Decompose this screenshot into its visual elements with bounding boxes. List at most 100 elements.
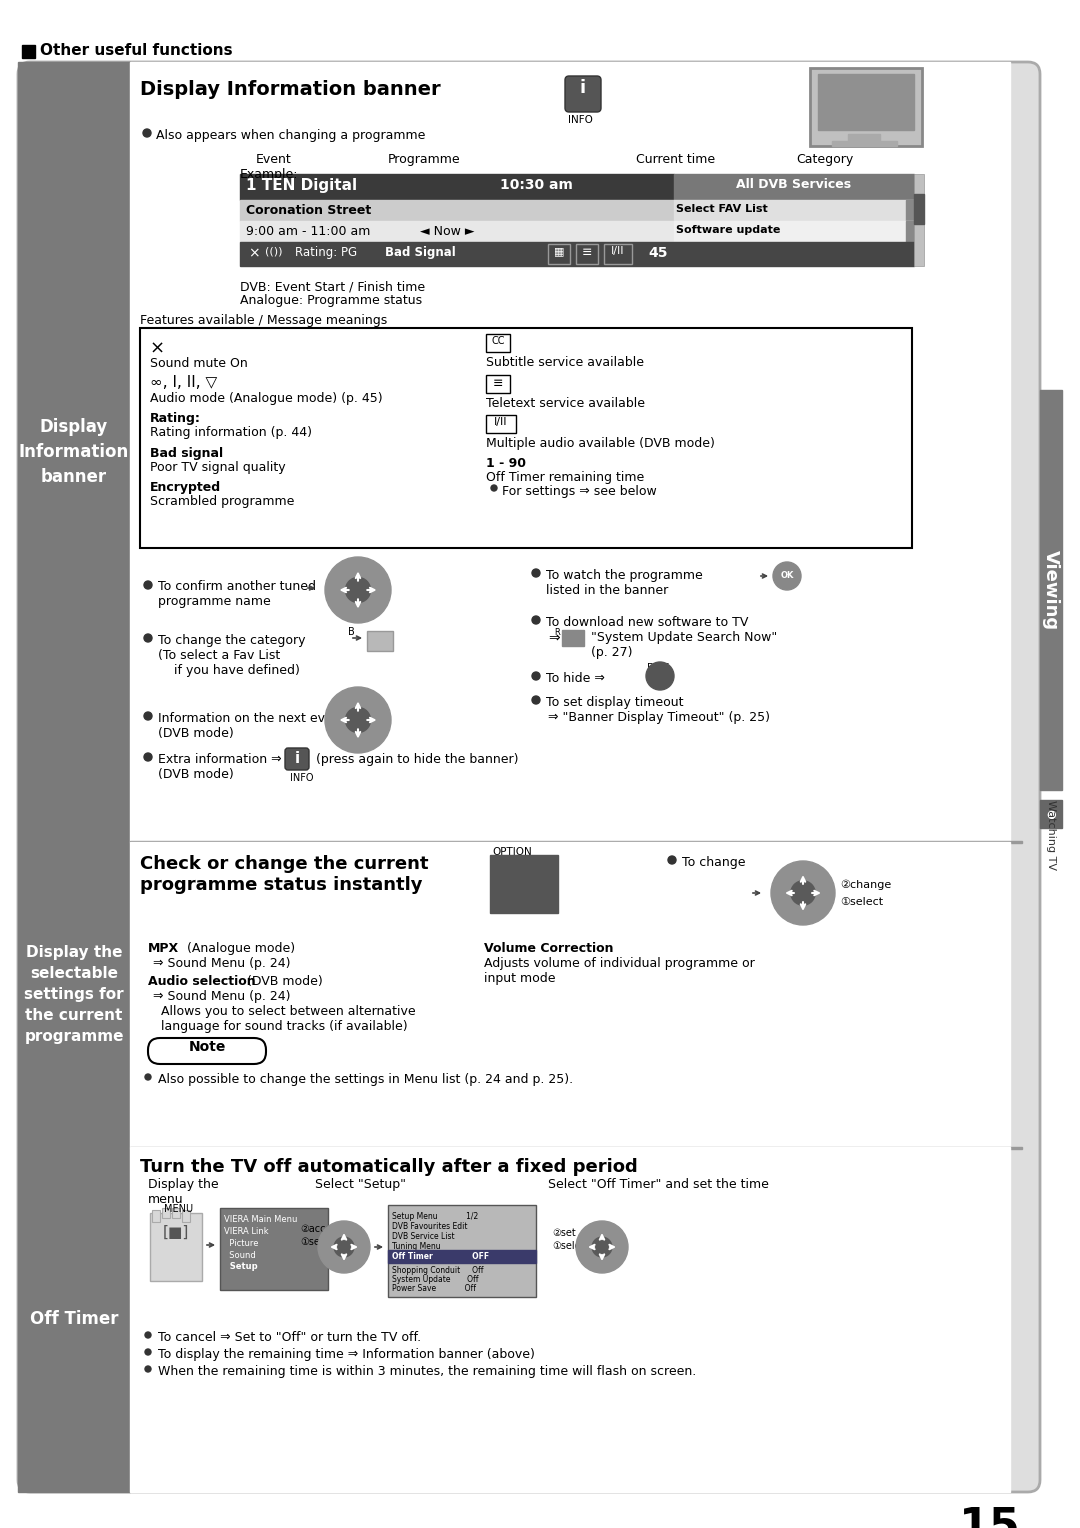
Text: Coronation Street: Coronation Street xyxy=(246,205,372,217)
Text: Picture: Picture xyxy=(224,1239,258,1248)
Text: (DVB mode): (DVB mode) xyxy=(243,975,323,989)
Bar xyxy=(183,1210,190,1222)
Text: MENU: MENU xyxy=(164,1204,193,1215)
Circle shape xyxy=(491,484,497,490)
Text: language for sound tracks (if available): language for sound tracks (if available) xyxy=(153,1021,407,1033)
Bar xyxy=(18,63,130,842)
Text: When the remaining time is within 3 minutes, the remaining time will flash on sc: When the remaining time is within 3 minu… xyxy=(158,1365,697,1378)
Bar xyxy=(818,73,914,130)
Text: MPX: MPX xyxy=(148,941,179,955)
Text: Audio selection: Audio selection xyxy=(148,975,256,989)
Circle shape xyxy=(144,753,152,761)
FancyBboxPatch shape xyxy=(148,1038,266,1063)
Text: Shopping Conduit     Off: Shopping Conduit Off xyxy=(392,1267,484,1274)
Text: Rating: PG: Rating: PG xyxy=(295,246,357,260)
Circle shape xyxy=(576,1221,627,1273)
Text: INFO: INFO xyxy=(291,773,313,782)
Text: ≡: ≡ xyxy=(582,246,592,260)
Text: (DVB mode): (DVB mode) xyxy=(158,769,233,781)
Text: Select FAV List: Select FAV List xyxy=(676,205,768,214)
Bar xyxy=(486,374,510,393)
Text: Teletext service available: Teletext service available xyxy=(486,397,645,410)
Text: Sound mute On: Sound mute On xyxy=(150,358,247,370)
Text: I/II: I/II xyxy=(495,417,508,426)
Text: DVB Favourites Edit: DVB Favourites Edit xyxy=(392,1222,468,1232)
Circle shape xyxy=(771,860,835,924)
Bar xyxy=(130,1148,1010,1491)
Text: programme status instantly: programme status instantly xyxy=(140,876,422,894)
Text: 15: 15 xyxy=(959,1505,1021,1528)
Text: ②set: ②set xyxy=(552,1229,576,1238)
Circle shape xyxy=(646,662,674,691)
Text: To set display timeout: To set display timeout xyxy=(546,695,684,709)
Circle shape xyxy=(145,1332,151,1339)
Circle shape xyxy=(334,1238,354,1258)
Text: ≡: ≡ xyxy=(492,377,503,390)
Text: Display the
menu: Display the menu xyxy=(148,1178,218,1206)
Text: To download new software to TV: To download new software to TV xyxy=(546,616,748,630)
Bar xyxy=(674,200,914,222)
Circle shape xyxy=(144,581,152,588)
Bar xyxy=(130,842,1010,1148)
Text: Bad signal: Bad signal xyxy=(150,448,224,460)
Text: 45: 45 xyxy=(648,246,667,260)
Bar xyxy=(810,69,922,147)
Text: (press again to hide the banner): (press again to hide the banner) xyxy=(312,753,518,766)
Text: Current time: Current time xyxy=(636,153,715,167)
Bar xyxy=(576,244,598,264)
Text: Encrypted: Encrypted xyxy=(150,481,221,494)
Text: (()): (()) xyxy=(265,246,283,257)
Text: Select "Setup": Select "Setup" xyxy=(315,1178,406,1190)
Circle shape xyxy=(144,712,152,720)
Text: ⇒ "Banner Display Timeout" (p. 25): ⇒ "Banner Display Timeout" (p. 25) xyxy=(548,711,770,724)
Text: 9:00 am - 11:00 am: 9:00 am - 11:00 am xyxy=(246,225,370,238)
Bar xyxy=(22,44,35,58)
Text: CC: CC xyxy=(491,336,504,345)
Circle shape xyxy=(145,1074,151,1080)
Text: ⇒: ⇒ xyxy=(548,631,559,645)
Circle shape xyxy=(145,1366,151,1372)
Text: Volume Correction: Volume Correction xyxy=(484,941,613,955)
Bar xyxy=(832,141,897,147)
Text: Off Timer remaining time: Off Timer remaining time xyxy=(486,471,645,484)
Bar xyxy=(240,200,674,222)
Bar xyxy=(130,63,1010,842)
Text: OK: OK xyxy=(781,571,794,581)
Text: Rating:: Rating: xyxy=(150,413,201,425)
Bar xyxy=(140,329,912,549)
Text: System Update       Off: System Update Off xyxy=(392,1274,478,1284)
Bar xyxy=(914,174,924,266)
Text: i: i xyxy=(295,750,299,766)
Text: Other useful functions: Other useful functions xyxy=(40,43,232,58)
Text: Adjusts volume of individual programme or: Adjusts volume of individual programme o… xyxy=(484,957,755,970)
Text: R: R xyxy=(546,628,561,637)
Bar xyxy=(220,1209,328,1290)
Bar xyxy=(562,630,584,646)
Text: Sound: Sound xyxy=(224,1251,256,1261)
Bar xyxy=(548,244,570,264)
Bar xyxy=(18,1148,130,1491)
Text: B: B xyxy=(348,626,354,637)
Text: Software update: Software update xyxy=(676,225,781,235)
Text: DVB: Event Start / Finish time: DVB: Event Start / Finish time xyxy=(240,280,426,293)
Text: Category: Category xyxy=(796,153,853,167)
Bar xyxy=(162,1209,170,1218)
Text: Display Information banner: Display Information banner xyxy=(140,79,441,99)
Text: ▦: ▦ xyxy=(554,246,564,257)
Bar xyxy=(172,1209,180,1218)
Circle shape xyxy=(773,562,801,590)
Text: To hide ⇒: To hide ⇒ xyxy=(546,672,605,685)
Bar xyxy=(240,222,674,241)
Text: Programme: Programme xyxy=(388,153,461,167)
Text: To cancel ⇒ Set to "Off" or turn the TV off.: To cancel ⇒ Set to "Off" or turn the TV … xyxy=(158,1331,421,1345)
Bar xyxy=(674,222,914,241)
Circle shape xyxy=(145,1349,151,1355)
Text: ⇒ Sound Menu (p. 24): ⇒ Sound Menu (p. 24) xyxy=(153,990,291,1002)
Text: Off Timer               OFF: Off Timer OFF xyxy=(392,1251,489,1261)
Text: ∞, I, II, ▽: ∞, I, II, ▽ xyxy=(150,374,217,390)
Text: To change: To change xyxy=(681,856,745,869)
Text: Example:: Example: xyxy=(240,168,298,180)
FancyBboxPatch shape xyxy=(565,76,600,112)
Text: ⇒ Sound Menu (p. 24): ⇒ Sound Menu (p. 24) xyxy=(153,957,291,970)
Text: ×: × xyxy=(150,341,165,358)
